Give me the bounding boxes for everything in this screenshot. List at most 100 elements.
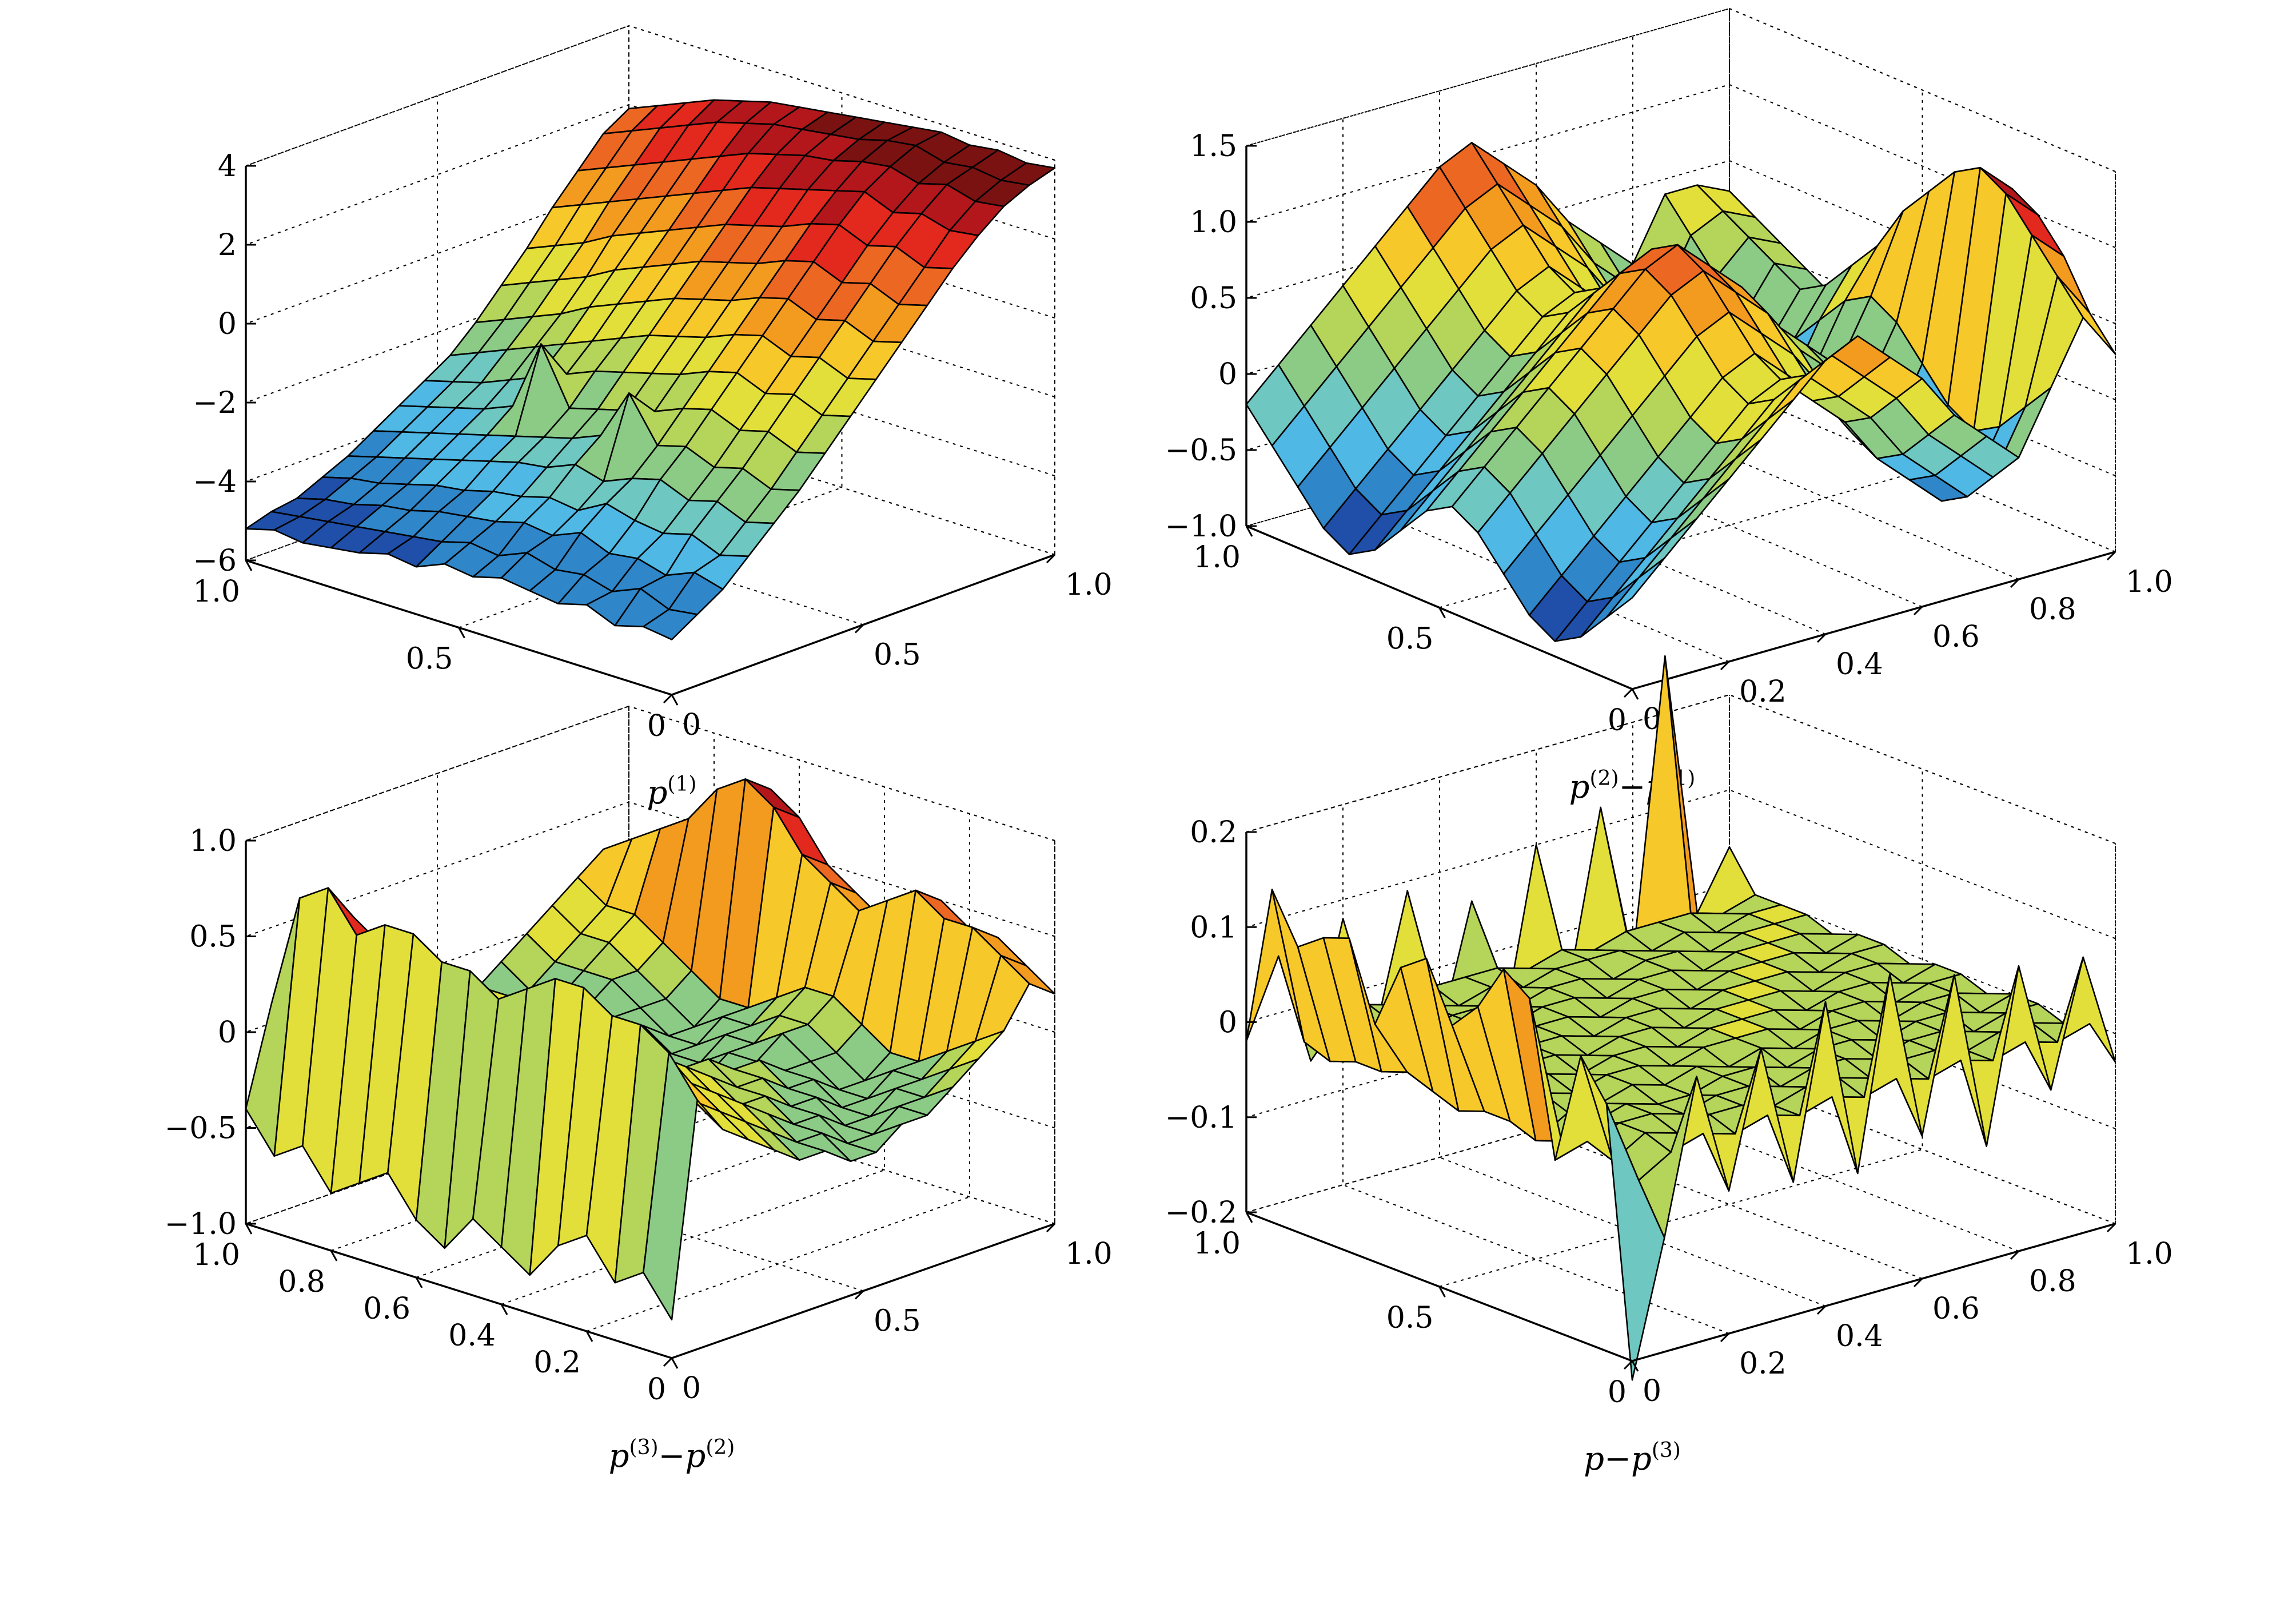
z-tick-label: −1.0: [1165, 510, 1237, 544]
x-tick-label: 0: [1608, 1375, 1627, 1410]
y-tick-label: 0.4: [1836, 1319, 1883, 1354]
y-tick-label: 0.6: [1932, 1292, 1980, 1326]
z-tick-label: −1.0: [165, 1207, 237, 1241]
z-tick-label: 4: [218, 149, 237, 184]
x-axis-title: p−p(3): [1584, 1439, 1681, 1478]
x-tick-label: 1.0: [1193, 540, 1241, 575]
x-axis-title: p(3)−p(2): [609, 1436, 735, 1475]
x-tick-label: 1.0: [1193, 1227, 1241, 1261]
y-tick: [1816, 1305, 1827, 1315]
surface-plot-b: 00.51.000.20.40.60.81.0−1.0−0.500.51.01.…: [1165, 7, 2173, 806]
tick-labels: 00.20.40.60.81.000.51.0−1.0−0.500.51.0: [165, 824, 1113, 1407]
y-tick: [1720, 660, 1730, 671]
surface: [245, 778, 1056, 1321]
y-tick: [1623, 688, 1633, 698]
y-tick-label: 0: [1643, 1374, 1661, 1408]
y-tick-label: 1.0: [2126, 565, 2173, 599]
axis-line: [1632, 1223, 2116, 1362]
surface-patch: [2056, 956, 2116, 1063]
x-tick: [1631, 688, 1639, 700]
tick-labels: 00.51.000.20.40.60.81.0−0.2−0.100.10.2: [1165, 815, 2173, 1410]
x-tick: [671, 694, 679, 706]
x-tick: [458, 627, 465, 639]
grid-line: [1246, 8, 1730, 146]
tick-labels: 00.51.000.20.40.60.81.0−1.0−0.500.51.01.…: [1165, 129, 2173, 738]
z-tick-label: 0: [1218, 357, 1237, 392]
x-tick: [671, 1358, 679, 1369]
x-tick-label: 0: [647, 1372, 666, 1407]
y-tick: [663, 694, 673, 704]
surface-patch: [1605, 1103, 1665, 1381]
z-tick-label: −0.1: [1165, 1101, 1237, 1135]
axis-line: [1632, 551, 2116, 690]
x-tick-label: 0: [1608, 703, 1627, 738]
x-tick-label: 0.2: [533, 1346, 581, 1380]
x-tick-label: 0.4: [448, 1319, 496, 1353]
y-tick: [854, 1290, 864, 1300]
surface-plot-c: 00.20.40.60.81.000.51.0−1.0−0.500.51.0p(…: [165, 705, 1113, 1475]
z-tick-label: 0.5: [1190, 281, 1237, 316]
grid-line: [1246, 694, 1730, 833]
y-tick-label: 0.8: [2029, 592, 2076, 627]
y-tick-label: 0.2: [1739, 675, 1787, 709]
y-tick: [2010, 578, 2020, 588]
y-tick-label: 0.6: [1932, 620, 1980, 654]
surface-patch: [643, 1052, 698, 1321]
x-tick: [1245, 1212, 1253, 1223]
y-tick-label: 1.0: [1065, 1237, 1113, 1271]
y-tick: [663, 1357, 673, 1367]
z-tick-label: 0: [218, 307, 237, 341]
axis-line: [245, 1223, 672, 1359]
z-tick-label: 0: [1218, 1006, 1237, 1040]
surface: [1245, 142, 2116, 642]
x-tick: [245, 560, 253, 571]
x-tick-label: 1.0: [193, 575, 240, 609]
z-tick-label: −0.5: [1165, 433, 1237, 468]
y-tick-label: 0: [682, 1371, 701, 1406]
x-tick: [500, 1304, 508, 1315]
z-tick-label: 0.2: [1190, 815, 1237, 850]
y-tick-label: 0.5: [874, 638, 921, 672]
x-tick-label: 0: [647, 709, 666, 743]
x-tick: [585, 1331, 593, 1342]
y-tick: [1816, 633, 1827, 643]
y-tick: [1913, 1277, 1923, 1288]
x-tick: [1438, 1286, 1446, 1297]
y-tick-label: 0.5: [874, 1304, 921, 1339]
y-tick-label: 1.0: [2126, 1237, 2173, 1271]
y-tick-label: 0.2: [1739, 1347, 1787, 1381]
x-tick-label: 0.8: [278, 1265, 325, 1299]
x-tick: [1245, 526, 1253, 537]
y-tick: [2106, 551, 2116, 561]
axes-box: [1246, 694, 2116, 1362]
y-tick-label: 0: [682, 708, 701, 742]
grid-line: [1246, 7, 2116, 172]
surface-patch: [643, 608, 698, 640]
x-tick: [415, 1277, 423, 1288]
z-tick-label: 0.5: [189, 920, 237, 954]
x-tick-label: 0.6: [363, 1292, 410, 1326]
z-tick-label: 1.0: [1190, 205, 1237, 240]
x-tick-label: 0.5: [406, 642, 453, 676]
z-tick-label: −0.5: [165, 1112, 237, 1146]
surface-patch: [1605, 557, 1665, 618]
x-tick: [1631, 1360, 1639, 1372]
grid-line: [586, 814, 970, 1332]
x-tick-label: 0.5: [1386, 1301, 1434, 1335]
x-tick: [330, 1250, 338, 1261]
y-tick: [1623, 1360, 1633, 1370]
z-tick-label: 0.1: [1190, 910, 1237, 945]
y-tick-label: 0.8: [2029, 1264, 2076, 1299]
y-tick-label: 1.0: [1065, 568, 1113, 602]
x-tick-label: 0.5: [1386, 622, 1434, 656]
surface: [245, 99, 1056, 640]
y-tick: [854, 624, 864, 634]
surface-plot-d: 00.51.000.20.40.60.81.0−0.2−0.100.10.2p−…: [1165, 655, 2173, 1478]
grid-line: [245, 706, 629, 841]
y-tick: [1720, 1332, 1730, 1343]
y-tick: [1046, 554, 1056, 564]
x-tick: [245, 1223, 253, 1235]
y-tick: [2010, 1250, 2020, 1260]
